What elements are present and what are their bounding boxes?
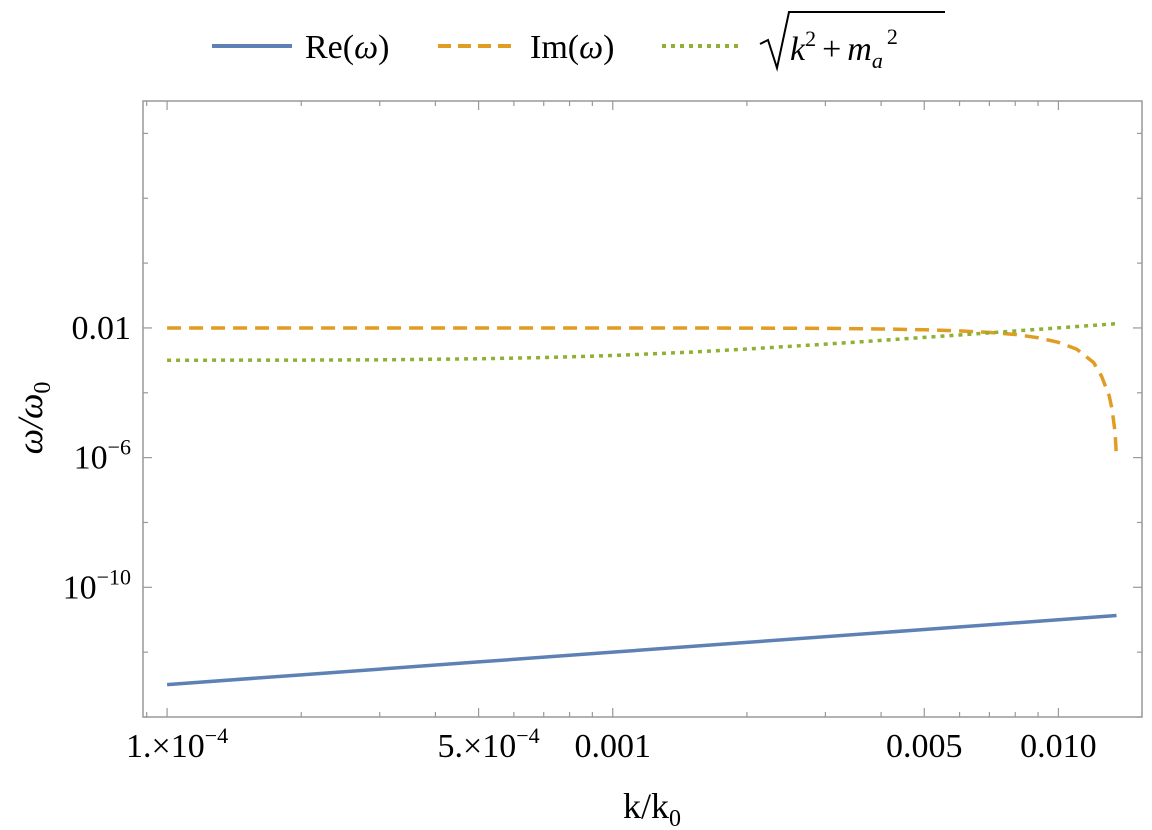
- y-tick-label: 10−6: [74, 435, 131, 477]
- x-tick-label: 0.005: [886, 728, 963, 765]
- series-line-0: [166, 613, 1117, 687]
- series-line-2: [167, 321, 1117, 362]
- y-tick-label: 10−10: [63, 564, 131, 606]
- legend-item-re: Re(ω): [212, 29, 389, 66]
- x-tick-label: 0.001: [575, 728, 652, 765]
- x-axis-tick-labels: 1.×10−4 5.×10−4 0.001 0.005 0.010: [126, 723, 1097, 765]
- x-tick-label: 0.010: [1020, 728, 1097, 765]
- legend-item-im: Im(ω): [438, 29, 614, 66]
- y-axis-tick-labels: 0.01 10−6 10−10: [63, 310, 131, 606]
- legend: Re(ω) Im(ω) k2 + ma2: [212, 11, 945, 73]
- x-tick-label: 5.×10−4: [438, 723, 540, 765]
- x-axis-label: k/k0: [623, 786, 681, 830]
- x-tick-label: 1.×10−4: [126, 723, 228, 765]
- y-tick-label: 0.01: [72, 310, 132, 347]
- legend-label-re: Re(ω): [305, 29, 389, 66]
- legend-label-im: Im(ω): [530, 29, 614, 66]
- y-axis-ticks: [143, 132, 1142, 718]
- series-line-1: [167, 326, 1119, 458]
- series-layer: [166, 321, 1119, 687]
- x-axis-ticks: [146, 101, 1060, 717]
- plot-frame: [142, 100, 1143, 718]
- legend-label-sqrt: k2 + ma2: [790, 24, 898, 73]
- sqrt-radical: [759, 11, 945, 72]
- y-axis-label: ω/ω0: [10, 382, 56, 455]
- legend-item-sqrt: k2 + ma2: [662, 11, 945, 73]
